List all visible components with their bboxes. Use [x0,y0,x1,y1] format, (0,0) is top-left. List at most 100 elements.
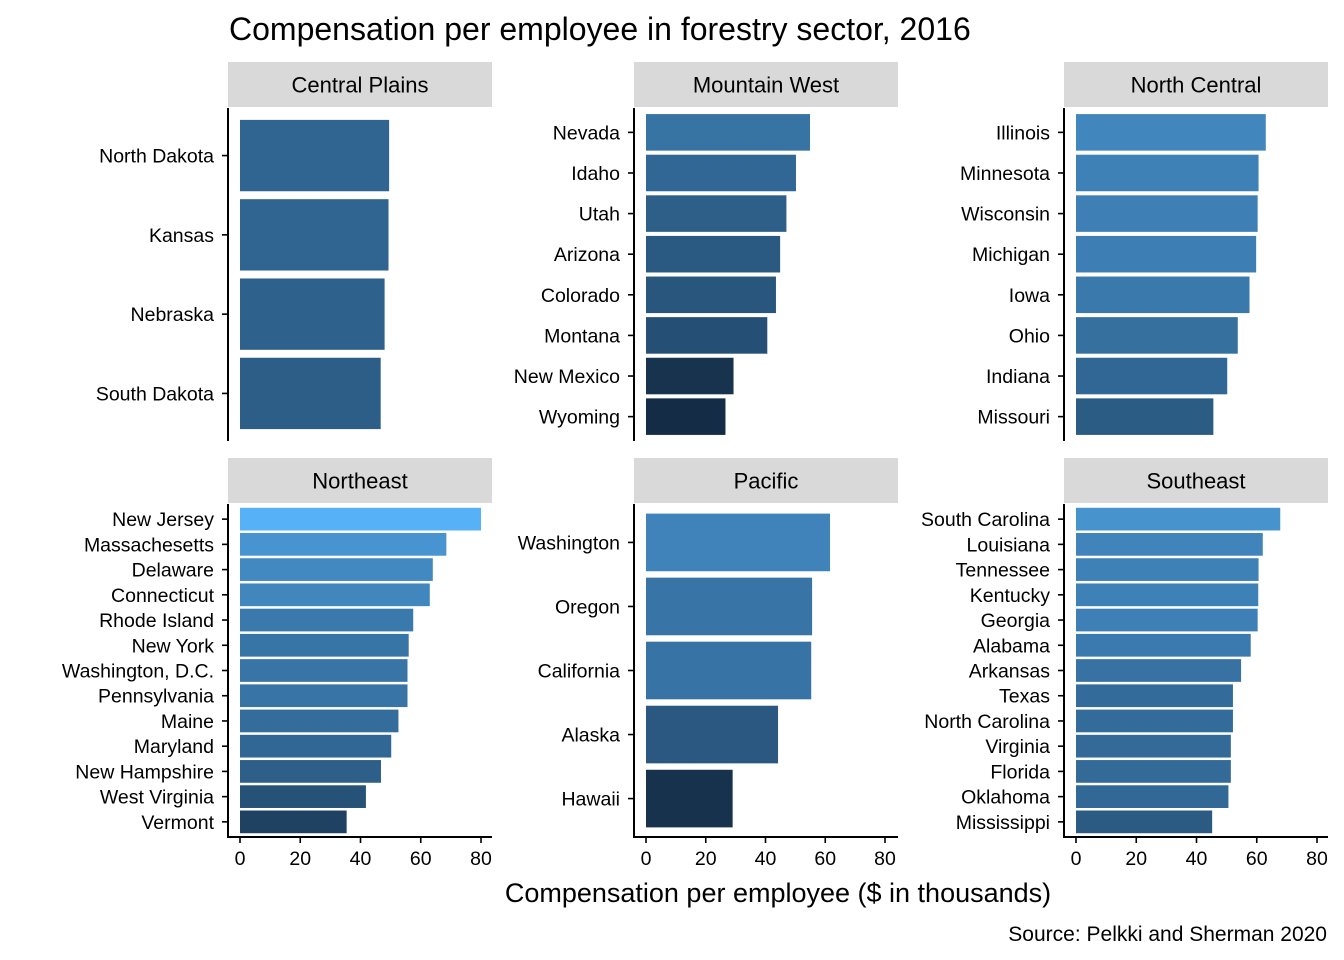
category-label-new-hampshire: New Hampshire [75,761,214,783]
category-label-ohio: Ohio [1009,325,1050,347]
category-label-tennessee: Tennessee [956,560,1050,582]
category-label-vermont: Vermont [141,812,214,834]
bar-missouri [1076,398,1214,435]
category-label-california: California [538,661,621,683]
category-label-wisconsin: Wisconsin [961,204,1050,226]
category-label-montana: Montana [544,325,620,347]
x-tick-label: 40 [350,848,372,870]
bar-mississippi [1076,810,1213,834]
bar-louisiana [1076,533,1263,556]
category-label-kentucky: Kentucky [970,585,1050,607]
strip-label: Northeast [312,469,407,494]
strip-background [1064,458,1328,503]
strip-background [228,62,492,107]
category-label-wyoming: Wyoming [539,407,620,429]
category-label-south-carolina: South Carolina [921,509,1050,531]
category-label-florida: Florida [990,761,1050,783]
category-label-west-virginia: West Virginia [100,787,214,809]
category-label-new-jersey: New Jersey [112,509,214,531]
x-tick-label: 20 [695,848,717,870]
category-label-maine: Maine [161,711,214,733]
bar-washington [646,513,831,572]
category-label-washington-d-c: Washington, D.C. [62,661,214,683]
bar-massachesetts [240,533,447,556]
bar-nebraska [240,278,385,350]
bar-idaho [646,154,796,192]
category-label-massachesetts: Massachesetts [84,534,214,556]
x-tick-label: 40 [755,848,777,870]
facet-panel-mountain-west: Mountain West Nevada Idaho Utah Arizona Color… [514,62,898,441]
category-label-washington: Washington [518,532,620,554]
bar-arizona [646,235,781,273]
facet-panel-pacific: Pacific Washington Oregon California Alaska H… [518,458,898,870]
bar-montana [646,317,768,354]
category-label-hawaii: Hawaii [561,789,620,811]
category-label-iowa: Iowa [1009,285,1050,307]
category-label-michigan: Michigan [972,244,1050,266]
strip-background [228,458,492,503]
category-label-idaho: Idaho [571,163,620,185]
bar-new-hampshire [240,760,381,783]
strip-background [634,458,898,503]
bar-michigan [1076,235,1257,273]
bar-alabama [1076,633,1251,657]
category-label-oklahoma: Oklahoma [961,787,1050,809]
x-tick-label: 0 [1071,848,1082,870]
category-label-rhode-island: Rhode Island [99,610,214,632]
x-tick-label: 40 [1186,848,1208,870]
x-tick-label: 0 [235,848,246,870]
bar-north-dakota [240,119,390,192]
category-label-alaska: Alaska [561,725,620,747]
bar-kentucky [1076,583,1259,607]
category-label-pennsylvania: Pennsylvania [98,686,214,708]
category-label-arkansas: Arkansas [969,661,1051,683]
bar-illinois [1076,114,1266,151]
x-tick-label: 60 [410,848,432,870]
category-label-north-carolina: North Carolina [924,711,1050,733]
bar-georgia [1076,608,1258,632]
bar-west-virginia [240,785,366,808]
x-tick-label: 20 [1125,848,1147,870]
source-caption: Source: Pelkki and Sherman 2020 [1008,923,1327,946]
bar-south-dakota [240,357,381,430]
bar-new-jersey [240,507,481,531]
bar-minnesota [1076,154,1259,192]
category-label-new-mexico: New Mexico [514,366,620,388]
strip-label: North Central [1131,73,1262,98]
category-label-colorado: Colorado [541,285,620,307]
category-label-virginia: Virginia [985,736,1050,758]
bar-maryland [240,734,392,758]
bar-arkansas [1076,659,1242,682]
category-label-maryland: Maryland [134,736,214,758]
category-label-utah: Utah [579,204,620,226]
bar-washington-d-c [240,659,408,682]
strip-background [1064,62,1328,107]
bar-wisconsin [1076,195,1258,232]
bar-nevada [646,114,811,151]
bar-iowa [1076,276,1250,314]
category-label-georgia: Georgia [981,610,1051,632]
category-label-missouri: Missouri [977,407,1050,429]
facet-panels: Central Plains North Dakota Kansas Nebraska… [62,62,1328,870]
category-label-arizona: Arizona [554,244,620,266]
bar-connecticut [240,583,430,607]
category-label-minnesota: Minnesota [960,163,1050,185]
bar-virginia [1076,734,1231,758]
category-label-north-dakota: North Dakota [99,146,214,168]
category-label-illinois: Illinois [996,122,1050,144]
category-label-nevada: Nevada [553,122,620,144]
bar-oregon [646,577,813,636]
bar-new-mexico [646,357,734,395]
bar-south-carolina [1076,507,1281,531]
facet-panel-southeast: Southeast South Carolina Louisiana Tennesse… [921,458,1328,870]
bar-texas [1076,684,1233,708]
category-label-louisiana: Louisiana [967,534,1051,556]
bar-north-carolina [1076,709,1233,733]
x-tick-label: 60 [1246,848,1268,870]
bar-wyoming [646,398,726,435]
bar-indiana [1076,357,1228,395]
bar-vermont [240,810,347,834]
x-tick-label: 80 [470,848,492,870]
